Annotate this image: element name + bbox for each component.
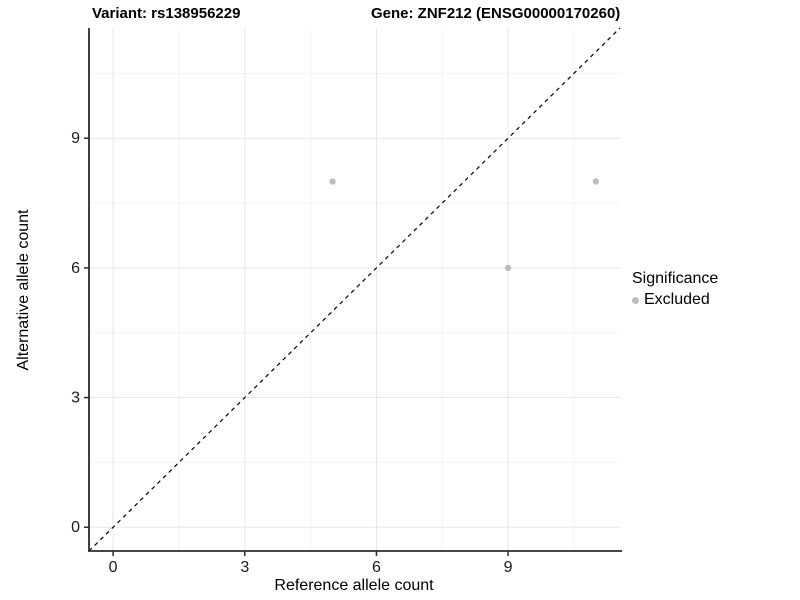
data-point [504, 264, 512, 272]
legend: Significance Excluded [632, 270, 718, 309]
x-tick-label: 0 [109, 559, 118, 576]
y-tick-label: 6 [71, 260, 80, 277]
legend-title: Significance [632, 270, 719, 287]
y-tick-label: 0 [71, 519, 80, 536]
data-point [329, 178, 336, 185]
legend-item-excluded: Excluded [632, 291, 718, 309]
x-tick-label: 9 [504, 559, 513, 576]
y-axis-label: Alternative allele count [15, 209, 32, 371]
excluded-point-icon [632, 296, 639, 304]
x-tick-label: 6 [372, 559, 381, 576]
plot-title-variant: Variant: rs138956229 [92, 5, 241, 22]
plot-title-gene: Gene: ZNF212 (ENSG00000170260) [371, 5, 621, 22]
x-axis-label: Reference allele count [274, 577, 434, 594]
y-tick-label: 9 [71, 130, 80, 147]
legend-item-label: Excluded [644, 291, 710, 308]
data-point [592, 178, 600, 185]
identity-dashed-line [88, 27, 621, 552]
y-tick-label: 3 [71, 390, 80, 407]
x-tick-label: 3 [240, 559, 249, 576]
